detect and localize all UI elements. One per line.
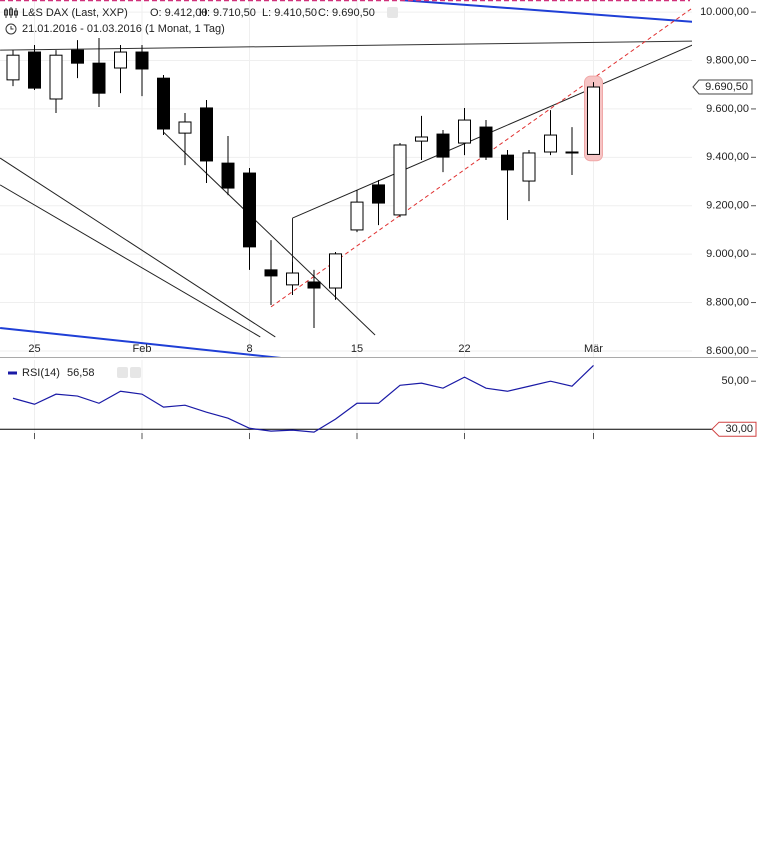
- trend-line: [0, 184, 261, 338]
- candle-body: [372, 184, 385, 204]
- candle-body: [243, 172, 256, 248]
- candle-body: [200, 107, 213, 162]
- legend-label: RSI(14): [22, 367, 60, 379]
- candle-body: [92, 62, 106, 94]
- candle-body: [6, 54, 20, 81]
- trend-line: [0, 40, 692, 51]
- candle-body: [522, 152, 536, 182]
- clock-icon: [5, 23, 17, 35]
- x-tick-label: Feb: [133, 343, 152, 355]
- candle-body: [28, 51, 41, 89]
- last-price-label: 9.690,50: [705, 81, 748, 93]
- candle-body: [479, 126, 493, 158]
- candle-body: [393, 144, 407, 216]
- y-tick-label: 9.400,00: [706, 151, 749, 163]
- candle-body: [135, 51, 149, 70]
- candle-body: [286, 272, 299, 286]
- candle-body: [157, 77, 170, 130]
- close-button[interactable]: [130, 367, 141, 378]
- candle-body: [544, 134, 557, 153]
- y-tick-label: 9.200,00: [706, 200, 749, 212]
- candle-body: [501, 154, 514, 171]
- candle-body: [71, 49, 84, 64]
- candle-body: [221, 162, 235, 189]
- low-label: L: 9.410,50: [262, 7, 317, 19]
- y-tick-label: 8.600,00: [706, 345, 749, 357]
- candle-body: [264, 269, 278, 277]
- trend-line: [0, 326, 282, 357]
- candle-body: [415, 136, 428, 142]
- y-tick-label: 10.000,00: [700, 6, 749, 18]
- open-label: O: 9.412,00: [150, 7, 208, 19]
- settings-button[interactable]: [117, 367, 128, 378]
- rsi-legend: RSI(14) 56,58: [8, 367, 141, 379]
- candle-body: [178, 121, 192, 134]
- close-button[interactable]: [387, 7, 398, 18]
- candles: [6, 37, 603, 328]
- legend-value: 56,58: [67, 367, 95, 379]
- y-tick-label: 50,00: [721, 375, 749, 387]
- high-label: H: 9.710,50: [199, 7, 256, 19]
- candle-body: [329, 253, 342, 289]
- candle-body: [436, 133, 450, 158]
- header: L&S DAX (Last, XXP) O: 9.412,00 H: 9.710…: [4, 7, 398, 35]
- candle-body: [565, 151, 579, 154]
- x-tick-label: 25: [28, 343, 40, 355]
- y-tick-label: 9.800,00: [706, 54, 749, 66]
- close-label: C: 9.690,50: [318, 7, 375, 19]
- x-tick-label: 15: [351, 343, 363, 355]
- trend-line: [399, 0, 692, 23]
- trend-line: [0, 157, 276, 338]
- instrument: L&S DAX (Last, XXP): [22, 7, 128, 19]
- y-tick-label: 30,00: [725, 423, 753, 435]
- x-tick-label: Mär: [584, 343, 603, 355]
- level-marker: [711, 421, 757, 437]
- period: 21.01.2016 - 01.03.2016 (1 Monat, 1 Tag): [22, 23, 225, 35]
- trend-line: [163, 131, 376, 336]
- y-tick-label: 8.800,00: [706, 296, 749, 308]
- candle-body: [114, 51, 127, 69]
- y-tick-label: 9.600,00: [706, 103, 749, 115]
- x-tick-label: 22: [458, 343, 470, 355]
- chart-icon: [4, 7, 18, 18]
- x-tick-label: 8: [246, 343, 252, 355]
- candle-body: [458, 119, 471, 144]
- candle-body: [350, 201, 364, 231]
- y-tick-label: 9.000,00: [706, 248, 749, 260]
- candle-body: [49, 54, 63, 100]
- rsi-line: [12, 364, 594, 433]
- last-price-marker: [692, 79, 753, 95]
- candle-body: [307, 281, 321, 289]
- candle-body: [587, 86, 600, 155]
